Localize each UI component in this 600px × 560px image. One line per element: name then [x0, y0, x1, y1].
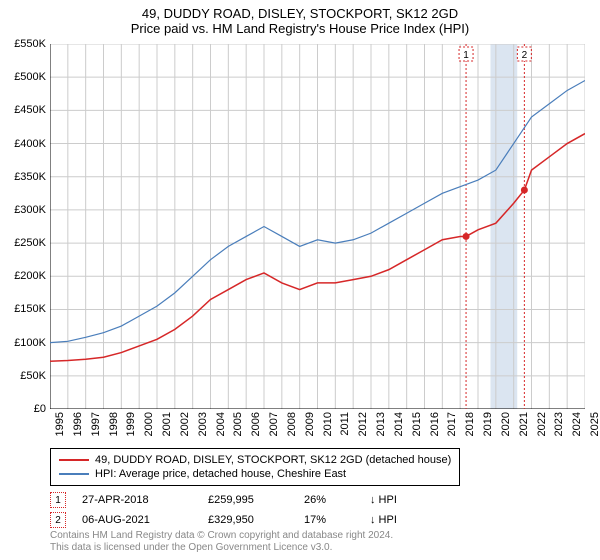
- x-tick-label: 2005: [232, 412, 244, 436]
- datapoint-date: 06-AUG-2021: [82, 514, 192, 526]
- x-tick-label: 2023: [553, 412, 565, 436]
- y-tick-label: £150K: [14, 303, 46, 315]
- legend-item: HPI: Average price, detached house, Ches…: [59, 467, 451, 481]
- y-tick-label: £0: [34, 403, 46, 415]
- y-tick-label: £200K: [14, 270, 46, 282]
- y-tick-label: £250K: [14, 237, 46, 249]
- x-tick-label: 2001: [161, 412, 173, 436]
- datapoint-row: 2 06-AUG-2021 £329,950 17% ↓ HPI: [50, 510, 397, 530]
- legend-color-swatch: [59, 459, 89, 461]
- y-tick-label: £500K: [14, 71, 46, 83]
- x-tick-label: 2003: [197, 412, 209, 436]
- y-tick-label: £400K: [14, 138, 46, 150]
- x-tick-label: 2002: [179, 412, 191, 436]
- datapoint-date: 27-APR-2018: [82, 494, 192, 506]
- x-tick-label: 1997: [90, 412, 102, 436]
- x-tick-label: 2016: [429, 412, 441, 436]
- y-tick-label: £550K: [14, 38, 46, 50]
- x-tick-label: 2009: [304, 412, 316, 436]
- x-tick-label: 2024: [571, 412, 583, 436]
- legend-label: 49, DUDDY ROAD, DISLEY, STOCKPORT, SK12 …: [95, 454, 451, 466]
- y-tick-label: £350K: [14, 171, 46, 183]
- x-tick-label: 1998: [108, 412, 120, 436]
- x-tick-label: 2022: [536, 412, 548, 436]
- chart-title-sub: Price paid vs. HM Land Registry's House …: [0, 21, 600, 36]
- plot-area: 12: [50, 44, 585, 409]
- y-tick-label: £50K: [20, 370, 46, 382]
- x-tick-label: 1995: [54, 412, 66, 436]
- x-tick-label: 2019: [482, 412, 494, 436]
- legend-item: 49, DUDDY ROAD, DISLEY, STOCKPORT, SK12 …: [59, 453, 451, 467]
- chart-title-main: 49, DUDDY ROAD, DISLEY, STOCKPORT, SK12 …: [0, 0, 600, 21]
- chart-container: 49, DUDDY ROAD, DISLEY, STOCKPORT, SK12 …: [0, 0, 600, 560]
- marker-label-text: 1: [463, 50, 469, 61]
- chart-svg: 12: [50, 44, 585, 409]
- marker-label-text: 2: [522, 50, 528, 61]
- x-axis-labels: 1995 1996 1997 1998 1999 2000 2001 2002 2003 2004…: [50, 412, 585, 442]
- legend-color-swatch: [59, 473, 89, 475]
- x-tick-label: 2004: [215, 412, 227, 436]
- x-tick-label: 2013: [375, 412, 387, 436]
- datapoint-marker-box: 1: [50, 492, 66, 508]
- y-axis-labels: £0£50K£100K£150K£200K£250K£300K£350K£400…: [0, 44, 48, 409]
- x-tick-label: 2014: [393, 412, 405, 436]
- x-tick-label: 2007: [268, 412, 280, 436]
- datapoint-marker-box: 2: [50, 512, 66, 528]
- x-tick-label: 2025: [589, 412, 600, 436]
- attribution-line1: Contains HM Land Registry data © Crown c…: [50, 530, 393, 542]
- x-tick-label: 2018: [464, 412, 476, 436]
- datapoint-price: £329,950: [208, 514, 288, 526]
- x-tick-label: 2006: [250, 412, 262, 436]
- legend-label: HPI: Average price, detached house, Ches…: [95, 468, 346, 480]
- datapoint-pct: 26%: [304, 494, 354, 506]
- x-tick-label: 2010: [322, 412, 334, 436]
- datapoint-row: 1 27-APR-2018 £259,995 26% ↓ HPI: [50, 490, 397, 510]
- y-tick-label: £100K: [14, 337, 46, 349]
- datapoint-table: 1 27-APR-2018 £259,995 26% ↓ HPI 2 06-AUG-2021…: [50, 490, 397, 530]
- x-tick-label: 2017: [446, 412, 458, 436]
- x-tick-label: 2015: [411, 412, 423, 436]
- datapoint-pct: 17%: [304, 514, 354, 526]
- attribution: Contains HM Land Registry data © Crown c…: [50, 530, 393, 554]
- x-tick-label: 2000: [143, 412, 155, 436]
- y-tick-label: £450K: [14, 104, 46, 116]
- x-tick-label: 2012: [357, 412, 369, 436]
- datapoint-hpi-label: ↓ HPI: [370, 494, 397, 506]
- x-tick-label: 1996: [72, 412, 84, 436]
- legend: 49, DUDDY ROAD, DISLEY, STOCKPORT, SK12 …: [50, 448, 460, 486]
- x-tick-label: 2021: [518, 412, 530, 436]
- x-tick-label: 2020: [500, 412, 512, 436]
- x-tick-label: 2011: [339, 412, 351, 436]
- datapoint-hpi-label: ↓ HPI: [370, 514, 397, 526]
- x-tick-label: 1999: [125, 412, 137, 436]
- datapoint-price: £259,995: [208, 494, 288, 506]
- y-tick-label: £300K: [14, 204, 46, 216]
- attribution-line2: This data is licensed under the Open Gov…: [50, 542, 393, 554]
- x-tick-label: 2008: [286, 412, 298, 436]
